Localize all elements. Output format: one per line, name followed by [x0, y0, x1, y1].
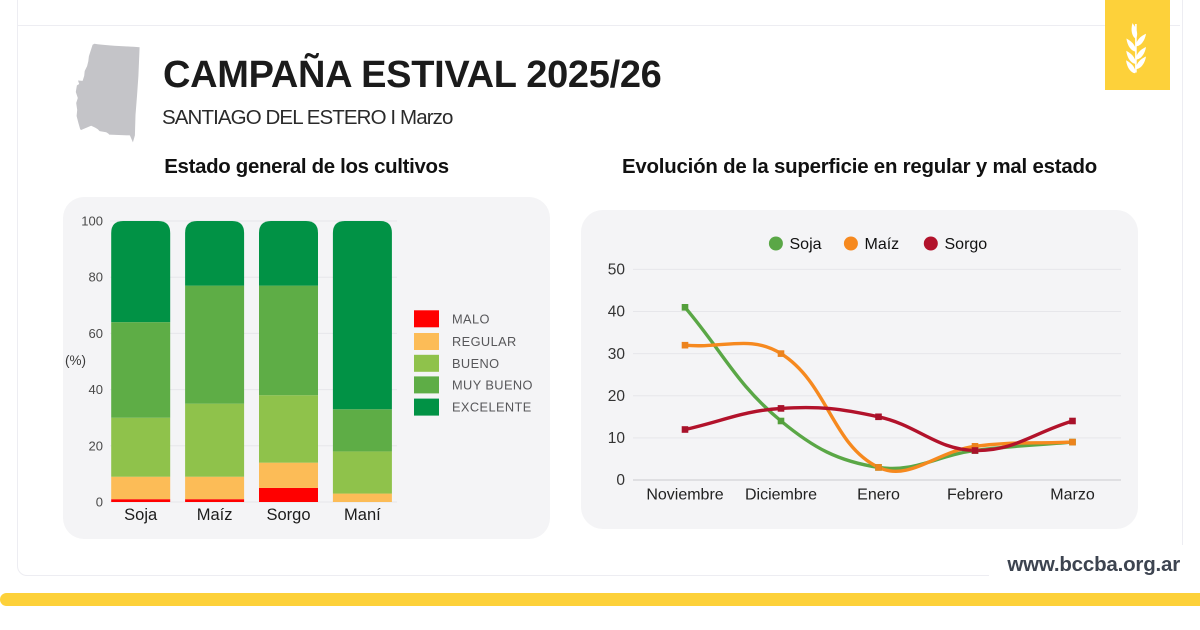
svg-text:Soja: Soja: [790, 236, 822, 253]
svg-text:Marzo: Marzo: [1050, 487, 1095, 504]
svg-text:Enero: Enero: [857, 487, 900, 504]
svg-text:REGULAR: REGULAR: [452, 334, 517, 349]
svg-text:80: 80: [89, 270, 103, 285]
svg-text:50: 50: [608, 262, 626, 279]
svg-text:Sorgo: Sorgo: [266, 506, 310, 524]
svg-text:EXCELENTE: EXCELENTE: [452, 400, 532, 415]
svg-text:Maíz: Maíz: [865, 236, 900, 253]
svg-text:40: 40: [608, 304, 626, 321]
svg-text:MUY BUENO: MUY BUENO: [452, 377, 533, 392]
svg-text:Noviembre: Noviembre: [646, 487, 723, 504]
svg-text:0: 0: [616, 472, 625, 489]
svg-text:40: 40: [89, 382, 103, 397]
svg-text:(%): (%): [65, 353, 86, 368]
svg-text:Soja: Soja: [124, 506, 158, 524]
svg-text:100: 100: [81, 214, 103, 229]
svg-text:0: 0: [96, 495, 103, 510]
svg-text:BUENO: BUENO: [452, 356, 500, 371]
svg-text:Maíz: Maíz: [197, 506, 233, 524]
svg-text:Maní: Maní: [344, 506, 381, 524]
svg-text:20: 20: [89, 438, 103, 453]
svg-text:MALO: MALO: [452, 311, 490, 326]
svg-text:60: 60: [89, 326, 103, 341]
svg-text:Sorgo: Sorgo: [945, 236, 988, 253]
svg-text:30: 30: [608, 346, 626, 363]
svg-text:Diciembre: Diciembre: [745, 487, 817, 504]
svg-text:10: 10: [608, 430, 626, 447]
svg-text:Febrero: Febrero: [947, 487, 1003, 504]
svg-text:20: 20: [608, 388, 626, 405]
